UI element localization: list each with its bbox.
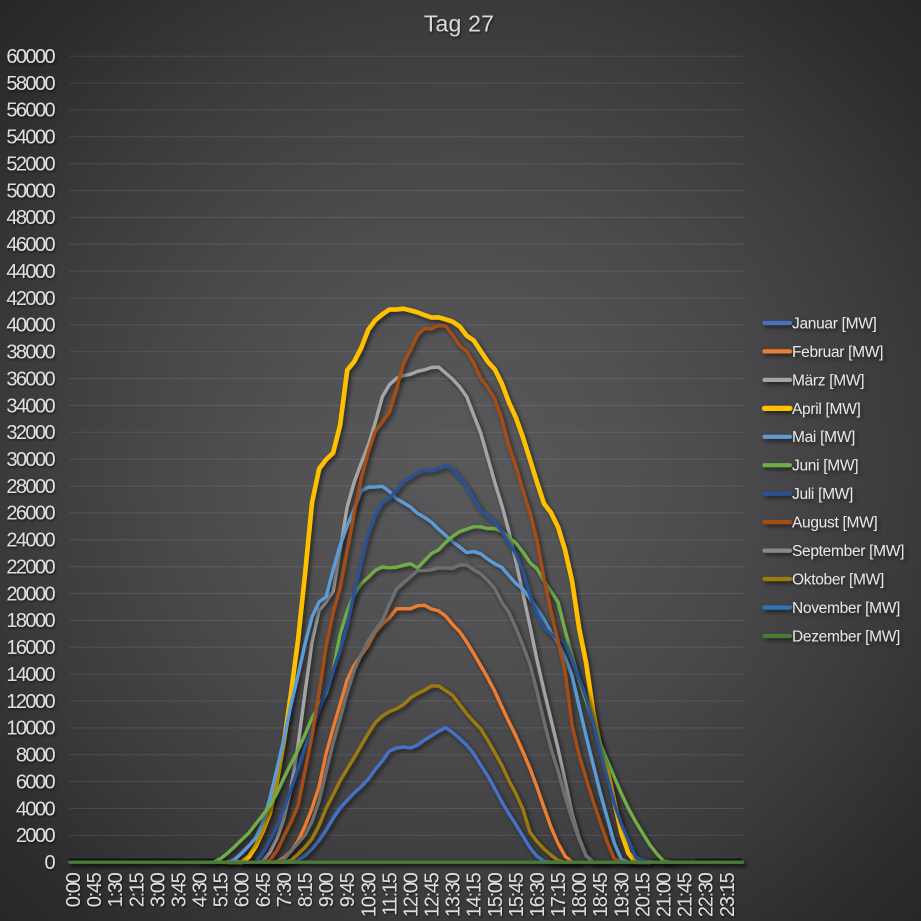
svg-text:16:30: 16:30 — [527, 872, 549, 917]
svg-text:3:45: 3:45 — [168, 872, 190, 907]
svg-text:56000: 56000 — [6, 100, 55, 122]
svg-text:Tag 27: Tag 27 — [424, 11, 494, 37]
svg-text:46000: 46000 — [6, 234, 55, 256]
svg-text:14000: 14000 — [6, 664, 55, 686]
svg-text:14:15: 14:15 — [464, 872, 486, 917]
svg-text:2000: 2000 — [16, 825, 56, 847]
svg-text:Mai [MW]: Mai [MW] — [792, 429, 855, 446]
svg-text:12:00: 12:00 — [400, 872, 422, 917]
svg-text:4000: 4000 — [16, 798, 56, 820]
svg-text:März [MW]: März [MW] — [792, 372, 864, 389]
svg-text:18000: 18000 — [6, 610, 55, 632]
svg-text:12:45: 12:45 — [422, 872, 444, 917]
svg-text:30000: 30000 — [6, 449, 55, 471]
svg-text:0:45: 0:45 — [84, 872, 106, 907]
svg-text:28000: 28000 — [6, 476, 55, 498]
svg-text:16000: 16000 — [6, 637, 55, 659]
svg-text:22000: 22000 — [6, 557, 55, 579]
svg-text:6:00: 6:00 — [232, 872, 254, 907]
svg-text:7:30: 7:30 — [274, 872, 296, 907]
svg-text:18:45: 18:45 — [590, 872, 612, 917]
svg-text:9:00: 9:00 — [316, 872, 338, 907]
svg-text:4:30: 4:30 — [190, 872, 212, 907]
svg-text:32000: 32000 — [6, 422, 55, 444]
svg-text:19:30: 19:30 — [611, 872, 633, 917]
svg-text:0: 0 — [44, 852, 55, 874]
svg-text:21:00: 21:00 — [654, 872, 676, 917]
svg-text:11:15: 11:15 — [379, 872, 401, 915]
svg-text:20:15: 20:15 — [632, 872, 654, 917]
svg-text:42000: 42000 — [6, 288, 55, 310]
svg-text:Juli [MW]: Juli [MW] — [792, 486, 853, 503]
svg-text:Juni [MW]: Juni [MW] — [792, 458, 858, 475]
svg-text:5:15: 5:15 — [211, 872, 233, 907]
svg-text:23:15: 23:15 — [717, 872, 739, 917]
svg-text:April [MW]: April [MW] — [792, 401, 860, 418]
svg-text:54000: 54000 — [6, 127, 55, 149]
svg-text:15:45: 15:45 — [506, 872, 528, 917]
svg-text:8000: 8000 — [16, 745, 56, 767]
svg-text:40000: 40000 — [6, 315, 55, 337]
svg-text:1:30: 1:30 — [105, 872, 127, 907]
svg-text:21:45: 21:45 — [675, 872, 697, 917]
svg-text:22:30: 22:30 — [696, 872, 718, 917]
svg-text:20000: 20000 — [6, 583, 55, 605]
svg-text:15:00: 15:00 — [485, 872, 507, 917]
svg-text:Oktober [MW]: Oktober [MW] — [792, 571, 884, 588]
svg-text:48000: 48000 — [6, 207, 55, 229]
svg-text:38000: 38000 — [6, 342, 55, 364]
svg-text:6000: 6000 — [16, 771, 56, 793]
svg-text:2:15: 2:15 — [126, 872, 148, 907]
svg-text:13:30: 13:30 — [443, 872, 465, 917]
svg-text:September [MW]: September [MW] — [792, 543, 904, 560]
svg-text:Februar [MW]: Februar [MW] — [792, 344, 883, 361]
svg-text:November [MW]: November [MW] — [792, 600, 900, 617]
svg-text:44000: 44000 — [6, 261, 55, 283]
svg-text:18:00: 18:00 — [569, 872, 591, 917]
svg-text:0:00: 0:00 — [63, 872, 85, 907]
svg-text:10000: 10000 — [6, 718, 55, 740]
svg-text:10:30: 10:30 — [358, 872, 380, 917]
svg-text:36000: 36000 — [6, 368, 55, 390]
svg-text:34000: 34000 — [6, 395, 55, 417]
svg-text:3:00: 3:00 — [147, 872, 169, 907]
svg-text:12000: 12000 — [6, 691, 55, 713]
svg-text:60000: 60000 — [6, 46, 55, 68]
svg-text:58000: 58000 — [6, 73, 55, 95]
svg-text:50000: 50000 — [6, 180, 55, 202]
svg-text:52000: 52000 — [6, 154, 55, 176]
svg-text:17:15: 17:15 — [548, 872, 570, 917]
svg-text:24000: 24000 — [6, 530, 55, 552]
svg-text:26000: 26000 — [6, 503, 55, 525]
svg-text:6:45: 6:45 — [253, 872, 275, 907]
svg-text:8:15: 8:15 — [295, 872, 317, 907]
svg-text:August [MW]: August [MW] — [792, 515, 877, 532]
svg-text:9:45: 9:45 — [337, 872, 359, 907]
svg-text:Dezember [MW]: Dezember [MW] — [792, 628, 900, 645]
svg-text:Januar [MW]: Januar [MW] — [792, 315, 877, 332]
